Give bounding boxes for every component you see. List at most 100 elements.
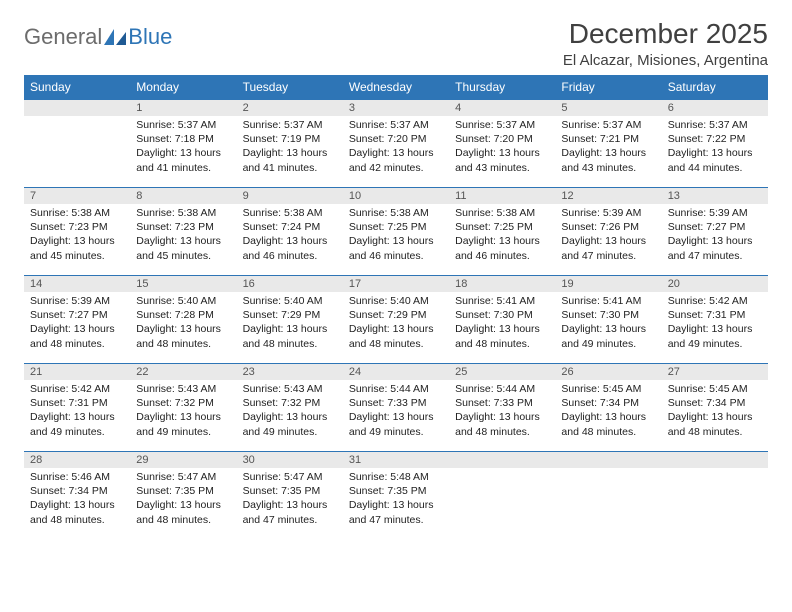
day-number: 13 — [662, 187, 768, 204]
calendar-cell: 6Sunrise: 5:37 AMSunset: 7:22 PMDaylight… — [662, 99, 768, 187]
calendar-cell: 17Sunrise: 5:40 AMSunset: 7:29 PMDayligh… — [343, 275, 449, 363]
sunset-line: Sunset: 7:29 PM — [243, 308, 337, 322]
sunrise-line: Sunrise: 5:42 AM — [30, 382, 124, 396]
calendar-week-row: 21Sunrise: 5:42 AMSunset: 7:31 PMDayligh… — [24, 363, 768, 451]
sunset-line: Sunset: 7:30 PM — [455, 308, 549, 322]
weekday-header: Friday — [555, 75, 661, 99]
logo: General Blue — [24, 24, 172, 50]
day-details: Sunrise: 5:47 AMSunset: 7:35 PMDaylight:… — [130, 468, 236, 531]
day-number: 12 — [555, 187, 661, 204]
sunset-line: Sunset: 7:33 PM — [455, 396, 549, 410]
sunset-line: Sunset: 7:25 PM — [349, 220, 443, 234]
sunset-line: Sunset: 7:25 PM — [455, 220, 549, 234]
sunrise-line: Sunrise: 5:43 AM — [136, 382, 230, 396]
weekday-header: Wednesday — [343, 75, 449, 99]
sunset-line: Sunset: 7:29 PM — [349, 308, 443, 322]
day-details: Sunrise: 5:38 AMSunset: 7:25 PMDaylight:… — [343, 204, 449, 267]
day-details: Sunrise: 5:38 AMSunset: 7:23 PMDaylight:… — [130, 204, 236, 267]
daylight-line: Daylight: 13 hours and 48 minutes. — [455, 322, 549, 350]
sunset-line: Sunset: 7:34 PM — [668, 396, 762, 410]
logo-text-blue: Blue — [128, 24, 172, 50]
calendar-cell — [662, 451, 768, 539]
daylight-line: Daylight: 13 hours and 41 minutes. — [136, 146, 230, 174]
calendar-cell: 30Sunrise: 5:47 AMSunset: 7:35 PMDayligh… — [237, 451, 343, 539]
daylight-line: Daylight: 13 hours and 49 minutes. — [561, 322, 655, 350]
day-number: 30 — [237, 451, 343, 468]
calendar-header-row: SundayMondayTuesdayWednesdayThursdayFrid… — [24, 75, 768, 99]
sunrise-line: Sunrise: 5:38 AM — [136, 206, 230, 220]
day-details: Sunrise: 5:37 AMSunset: 7:18 PMDaylight:… — [130, 116, 236, 179]
calendar-cell: 9Sunrise: 5:38 AMSunset: 7:24 PMDaylight… — [237, 187, 343, 275]
day-number: 9 — [237, 187, 343, 204]
weekday-header: Saturday — [662, 75, 768, 99]
day-number: 6 — [662, 99, 768, 116]
daylight-line: Daylight: 13 hours and 49 minutes. — [136, 410, 230, 438]
daylight-line: Daylight: 13 hours and 49 minutes. — [349, 410, 443, 438]
calendar-cell: 11Sunrise: 5:38 AMSunset: 7:25 PMDayligh… — [449, 187, 555, 275]
day-details: Sunrise: 5:45 AMSunset: 7:34 PMDaylight:… — [555, 380, 661, 443]
location: El Alcazar, Misiones, Argentina — [563, 52, 768, 69]
daylight-line: Daylight: 13 hours and 48 minutes. — [349, 322, 443, 350]
sunset-line: Sunset: 7:18 PM — [136, 132, 230, 146]
day-number: 4 — [449, 99, 555, 116]
day-details: Sunrise: 5:42 AMSunset: 7:31 PMDaylight:… — [24, 380, 130, 443]
day-details: Sunrise: 5:40 AMSunset: 7:29 PMDaylight:… — [343, 292, 449, 355]
daylight-line: Daylight: 13 hours and 47 minutes. — [243, 498, 337, 526]
calendar-week-row: 14Sunrise: 5:39 AMSunset: 7:27 PMDayligh… — [24, 275, 768, 363]
calendar-cell: 19Sunrise: 5:41 AMSunset: 7:30 PMDayligh… — [555, 275, 661, 363]
day-details: Sunrise: 5:37 AMSunset: 7:22 PMDaylight:… — [662, 116, 768, 179]
daylight-line: Daylight: 13 hours and 47 minutes. — [561, 234, 655, 262]
calendar-table: SundayMondayTuesdayWednesdayThursdayFrid… — [24, 75, 768, 539]
calendar-cell: 16Sunrise: 5:40 AMSunset: 7:29 PMDayligh… — [237, 275, 343, 363]
calendar-cell: 18Sunrise: 5:41 AMSunset: 7:30 PMDayligh… — [449, 275, 555, 363]
calendar-cell: 24Sunrise: 5:44 AMSunset: 7:33 PMDayligh… — [343, 363, 449, 451]
sunset-line: Sunset: 7:23 PM — [136, 220, 230, 234]
calendar-cell: 14Sunrise: 5:39 AMSunset: 7:27 PMDayligh… — [24, 275, 130, 363]
calendar-cell: 5Sunrise: 5:37 AMSunset: 7:21 PMDaylight… — [555, 99, 661, 187]
sunrise-line: Sunrise: 5:43 AM — [243, 382, 337, 396]
calendar-cell: 21Sunrise: 5:42 AMSunset: 7:31 PMDayligh… — [24, 363, 130, 451]
sunset-line: Sunset: 7:28 PM — [136, 308, 230, 322]
sunset-line: Sunset: 7:27 PM — [668, 220, 762, 234]
day-number: 31 — [343, 451, 449, 468]
day-number: 14 — [24, 275, 130, 292]
daylight-line: Daylight: 13 hours and 46 minutes. — [243, 234, 337, 262]
day-number: 26 — [555, 363, 661, 380]
day-details: Sunrise: 5:44 AMSunset: 7:33 PMDaylight:… — [343, 380, 449, 443]
calendar-cell: 7Sunrise: 5:38 AMSunset: 7:23 PMDaylight… — [24, 187, 130, 275]
sunrise-line: Sunrise: 5:40 AM — [349, 294, 443, 308]
daylight-line: Daylight: 13 hours and 46 minutes. — [349, 234, 443, 262]
sunrise-line: Sunrise: 5:38 AM — [243, 206, 337, 220]
day-number-empty — [662, 451, 768, 468]
calendar-cell: 10Sunrise: 5:38 AMSunset: 7:25 PMDayligh… — [343, 187, 449, 275]
day-number: 27 — [662, 363, 768, 380]
day-number: 15 — [130, 275, 236, 292]
sunrise-line: Sunrise: 5:45 AM — [561, 382, 655, 396]
day-number-empty — [24, 99, 130, 116]
day-details: Sunrise: 5:37 AMSunset: 7:20 PMDaylight:… — [449, 116, 555, 179]
day-number: 7 — [24, 187, 130, 204]
sunset-line: Sunset: 7:34 PM — [30, 484, 124, 498]
daylight-line: Daylight: 13 hours and 48 minutes. — [561, 410, 655, 438]
daylight-line: Daylight: 13 hours and 48 minutes. — [455, 410, 549, 438]
calendar-cell: 22Sunrise: 5:43 AMSunset: 7:32 PMDayligh… — [130, 363, 236, 451]
sunset-line: Sunset: 7:32 PM — [243, 396, 337, 410]
daylight-line: Daylight: 13 hours and 43 minutes. — [561, 146, 655, 174]
sunrise-line: Sunrise: 5:41 AM — [561, 294, 655, 308]
sunrise-line: Sunrise: 5:39 AM — [668, 206, 762, 220]
sunrise-line: Sunrise: 5:37 AM — [243, 118, 337, 132]
day-number: 3 — [343, 99, 449, 116]
calendar-week-row: 1Sunrise: 5:37 AMSunset: 7:18 PMDaylight… — [24, 99, 768, 187]
day-details: Sunrise: 5:41 AMSunset: 7:30 PMDaylight:… — [449, 292, 555, 355]
sunrise-line: Sunrise: 5:37 AM — [349, 118, 443, 132]
sunset-line: Sunset: 7:31 PM — [30, 396, 124, 410]
daylight-line: Daylight: 13 hours and 47 minutes. — [668, 234, 762, 262]
month-title: December 2025 — [563, 18, 768, 50]
calendar-week-row: 28Sunrise: 5:46 AMSunset: 7:34 PMDayligh… — [24, 451, 768, 539]
sunrise-line: Sunrise: 5:42 AM — [668, 294, 762, 308]
day-details: Sunrise: 5:46 AMSunset: 7:34 PMDaylight:… — [24, 468, 130, 531]
calendar-cell: 31Sunrise: 5:48 AMSunset: 7:35 PMDayligh… — [343, 451, 449, 539]
sunrise-line: Sunrise: 5:40 AM — [136, 294, 230, 308]
calendar-cell: 20Sunrise: 5:42 AMSunset: 7:31 PMDayligh… — [662, 275, 768, 363]
day-number: 18 — [449, 275, 555, 292]
